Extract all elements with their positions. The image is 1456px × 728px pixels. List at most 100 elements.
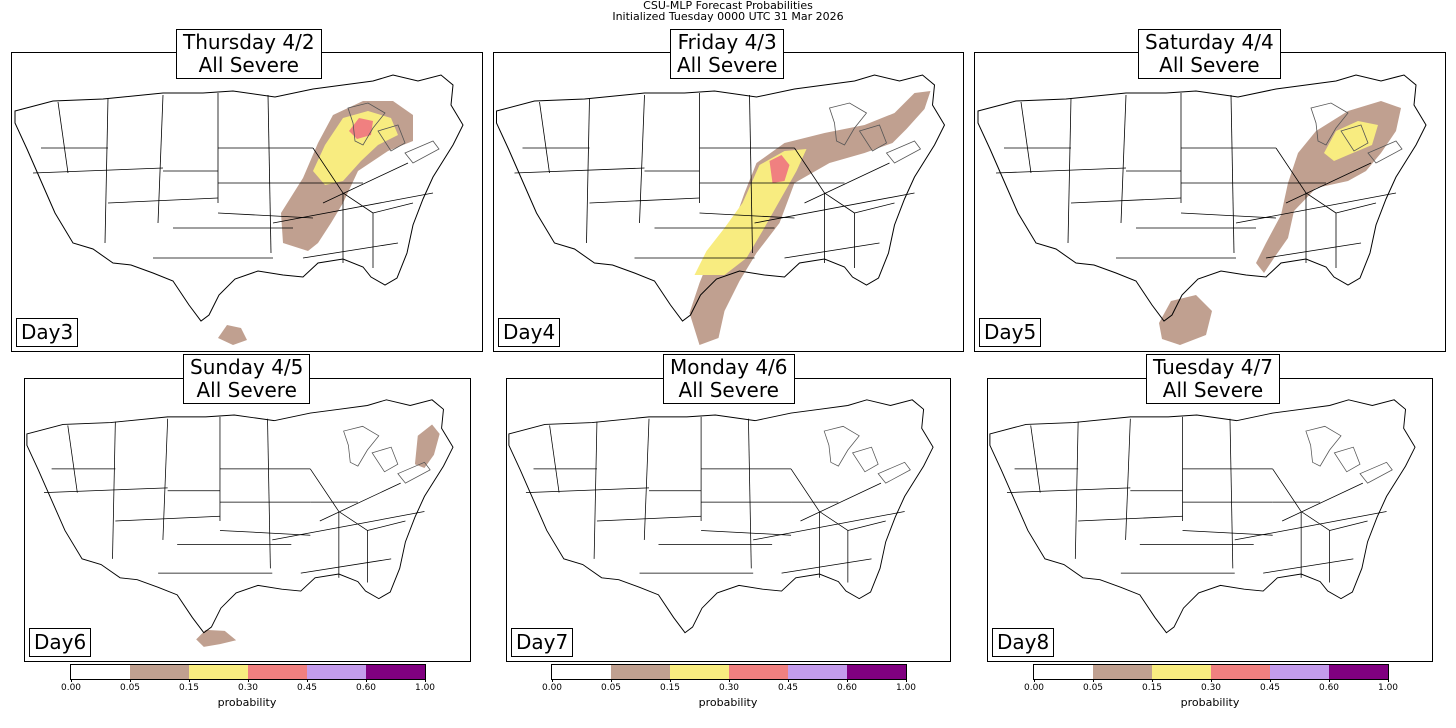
map-panel-day3: Day3 bbox=[11, 52, 483, 352]
colorbar-tick-label: 0.05 bbox=[1082, 683, 1104, 693]
map-panel-day7: Day7 bbox=[506, 378, 951, 662]
great-lakes bbox=[347, 102, 440, 164]
colorbar-tick-label: 0.60 bbox=[836, 683, 858, 693]
colorbar-tick bbox=[366, 679, 367, 682]
state-border bbox=[67, 425, 78, 493]
map-panel-day5: Day5 bbox=[974, 52, 1446, 352]
conus-map bbox=[989, 399, 1416, 634]
state-border bbox=[1070, 197, 1182, 204]
colorbar-tick bbox=[729, 679, 730, 682]
colorbar: 0.00 0.05 0.15 0.30 0.45 0.60 1.00 probability bbox=[61, 664, 435, 712]
colorbar-tick bbox=[130, 679, 131, 682]
state-border bbox=[319, 482, 401, 522]
colorbar-tick-label: 0.45 bbox=[777, 683, 799, 693]
probability-area bbox=[689, 91, 931, 345]
map-panel-day6: Day6 bbox=[24, 378, 471, 662]
state-border bbox=[804, 162, 890, 204]
conus-map bbox=[26, 399, 454, 647]
country-outline bbox=[496, 74, 946, 322]
colorbar-tick-label: 1.00 bbox=[1377, 683, 1399, 693]
colorbar-tick bbox=[307, 679, 308, 682]
colorbar-tick bbox=[670, 679, 671, 682]
colorbar-tick-label: 0.60 bbox=[1318, 683, 1340, 693]
colorbar-segment bbox=[552, 665, 611, 679]
colorbar-tick-label: 0.30 bbox=[1200, 683, 1222, 693]
state-border bbox=[643, 418, 650, 540]
state-border bbox=[549, 425, 560, 493]
probability-area bbox=[349, 118, 373, 139]
state-border bbox=[1335, 202, 1377, 214]
probability-area bbox=[1324, 121, 1378, 161]
colorbar-swatches bbox=[1033, 664, 1389, 680]
colorbar-tick-label: 0.05 bbox=[119, 683, 141, 693]
probability-area bbox=[414, 424, 440, 468]
day-label: Day6 bbox=[29, 628, 92, 657]
great-lakes bbox=[1305, 425, 1393, 484]
state-border bbox=[267, 94, 272, 254]
colorbar-tick-label: 0.00 bbox=[1023, 683, 1045, 693]
panel-title: Saturday 4/4 All Severe bbox=[1138, 29, 1281, 79]
state-border bbox=[589, 197, 700, 204]
state-border bbox=[847, 520, 886, 531]
state-border bbox=[272, 511, 425, 541]
state-border bbox=[267, 418, 271, 569]
state-border bbox=[272, 192, 434, 224]
colorbar-tick-label: 0.00 bbox=[541, 683, 563, 693]
state-border bbox=[1282, 482, 1363, 522]
state-border bbox=[162, 418, 169, 540]
probability-area bbox=[769, 155, 790, 183]
colorbar-tick bbox=[611, 679, 612, 682]
state-border bbox=[1329, 520, 1368, 531]
colorbar-tick-label: 0.45 bbox=[1259, 683, 1281, 693]
colorbar-tick bbox=[1270, 679, 1271, 682]
colorbar-segment bbox=[1329, 665, 1388, 679]
state-border bbox=[32, 167, 164, 174]
panel-date: Monday 4/6 bbox=[670, 355, 788, 379]
panel-hazard: All Severe bbox=[678, 378, 779, 402]
state-border bbox=[784, 242, 880, 259]
state-border bbox=[781, 558, 872, 574]
colorbar-tick bbox=[788, 679, 789, 682]
probability-area bbox=[1256, 101, 1401, 273]
panel-date: Tuesday 4/7 bbox=[1153, 355, 1273, 379]
state-border bbox=[1182, 530, 1273, 536]
colorbar-tick bbox=[189, 679, 190, 682]
great-lakes bbox=[828, 102, 922, 164]
colorbar-tick-label: 0.05 bbox=[600, 683, 622, 693]
colorbar-tick bbox=[1329, 679, 1330, 682]
conus-map bbox=[496, 74, 946, 345]
country-outline bbox=[989, 399, 1416, 634]
panel-title: Tuesday 4/7 All Severe bbox=[1146, 354, 1280, 404]
state-border bbox=[525, 487, 650, 493]
panel-hazard: All Severe bbox=[1159, 53, 1260, 77]
conus-map bbox=[14, 74, 464, 345]
state-border bbox=[372, 202, 414, 214]
colorbar: 0.00 0.05 0.15 0.30 0.45 0.60 1.00 probability bbox=[542, 664, 916, 712]
state-border bbox=[1229, 418, 1234, 569]
map-layers bbox=[508, 399, 934, 634]
colorbar-label: probability bbox=[217, 696, 277, 709]
colorbar-swatches bbox=[551, 664, 907, 680]
figure-header: CSU-MLP Forecast Probabilities Initializ… bbox=[0, 0, 1456, 22]
panel-date: Sunday 4/5 bbox=[190, 355, 304, 379]
colorbar-segment bbox=[611, 665, 670, 679]
state-border bbox=[1020, 101, 1032, 174]
colorbar-segment bbox=[729, 665, 788, 679]
state-border bbox=[1265, 242, 1362, 259]
colorbar-tick-label: 0.45 bbox=[296, 683, 318, 693]
probability-area bbox=[313, 111, 398, 185]
state-border bbox=[1078, 515, 1183, 522]
state-border bbox=[995, 167, 1127, 174]
state-border bbox=[302, 242, 399, 259]
state-border bbox=[701, 530, 792, 536]
init-time: Initialized Tuesday 0000 UTC 31 Mar 2026 bbox=[612, 10, 844, 23]
colorbar-tick-label: 0.30 bbox=[718, 683, 740, 693]
state-border bbox=[1006, 487, 1131, 493]
figure-title: CSU-MLP Forecast Probabilities bbox=[643, 0, 813, 12]
colorbar-segment bbox=[788, 665, 847, 679]
state-border bbox=[639, 94, 645, 224]
state-border bbox=[367, 520, 406, 531]
panel-date: Saturday 4/4 bbox=[1145, 30, 1274, 54]
colorbar-tick bbox=[248, 679, 249, 682]
state-border bbox=[800, 482, 882, 522]
